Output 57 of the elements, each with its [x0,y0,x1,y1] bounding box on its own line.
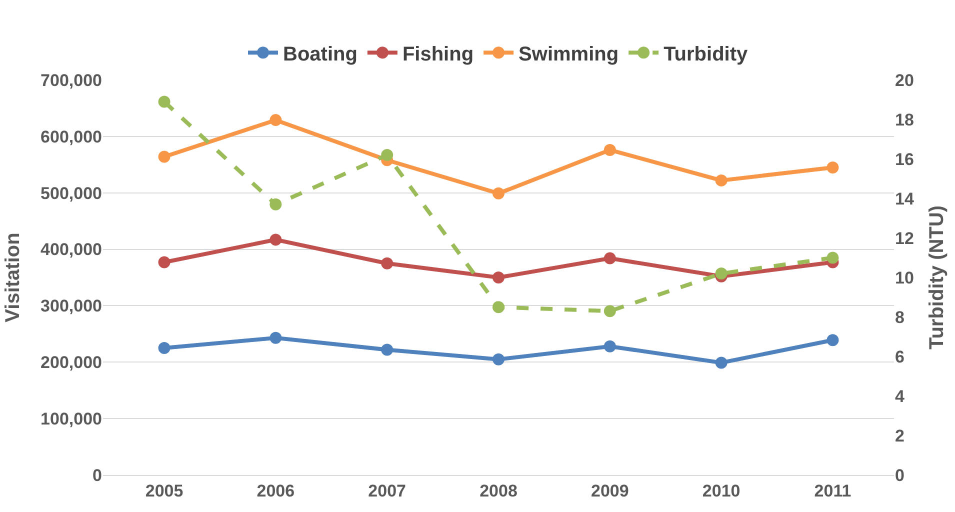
point [270,332,282,344]
y-tick-label: 0 [92,466,102,485]
y-tick-label: 400,000 [40,240,102,260]
point [715,356,728,369]
point [381,344,394,356]
y2-tick-label: 12 [895,228,914,248]
x-tick-label: 2006 [256,481,295,500]
y2-tick-label: 8 [895,308,904,327]
y-tick-label: 300,000 [40,296,102,316]
legend-label: Fishing [402,43,474,66]
y-axis-title: Visitation [2,232,24,322]
y2-tick-label: 10 [895,268,914,288]
x-tick-label: 2011 [814,481,852,500]
point [604,305,616,318]
point [158,96,170,108]
x-tick-label: 2008 [480,481,518,500]
point [270,234,282,246]
y2-tick-label: 20 [895,70,914,90]
point [492,301,504,314]
y-tick-label: 600,000 [40,127,102,146]
point [492,272,504,284]
y2-tick-label: 0 [895,466,904,485]
point [604,340,616,352]
x-tick-label: 2007 [368,481,406,500]
y2-tick-label: 4 [895,386,905,406]
point [270,114,282,126]
y2-axis-title: Turbidity (NTU) [926,205,948,350]
point [826,252,839,264]
point [604,252,616,264]
point [492,187,504,200]
point [715,174,728,186]
point [270,198,282,210]
point [158,342,170,354]
y2-tick-label: 18 [895,110,914,130]
y2-tick-label: 16 [895,150,914,169]
legend-label: Turbidity [664,43,748,66]
point [826,334,839,346]
point [158,150,170,163]
y-tick-label: 100,000 [40,410,102,429]
y-tick-label: 500,000 [40,184,102,203]
y-tick-label: 200,000 [40,353,102,372]
legend-label: Boating [283,43,358,66]
y2-tick-label: 6 [895,347,904,366]
y2-tick-label: 14 [895,189,914,208]
point [381,257,394,270]
y2-tick-label: 2 [895,426,904,446]
legend-label: Swimming [518,43,619,66]
point [604,144,616,156]
point [158,256,170,268]
x-tick-label: 2010 [702,481,740,500]
point [492,353,504,366]
x-tick-label: 2009 [590,481,629,500]
x-tick-label: 2005 [145,481,184,500]
point [826,161,839,174]
point [381,149,394,162]
y-tick-label: 700,000 [40,70,102,90]
point [715,268,728,280]
